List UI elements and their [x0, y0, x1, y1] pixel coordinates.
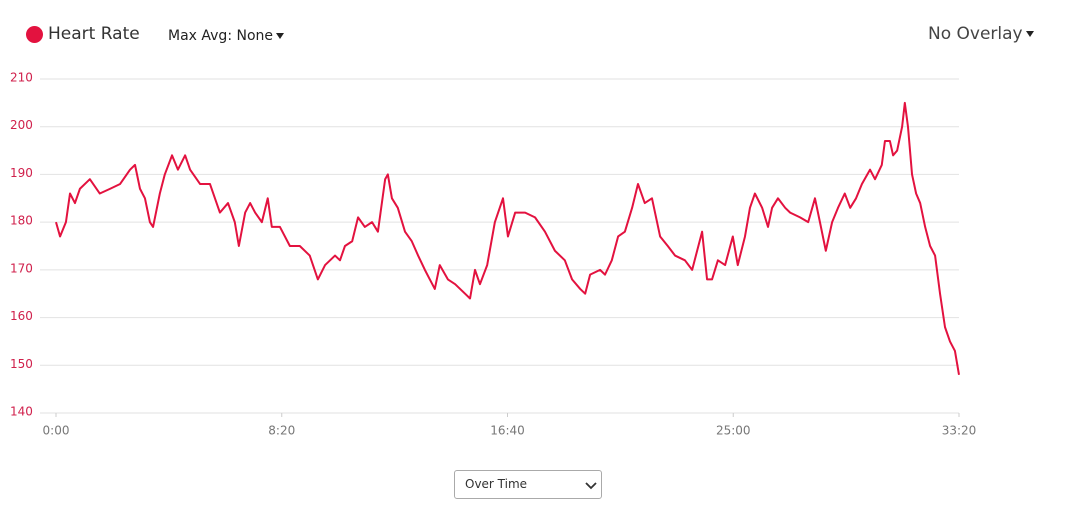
view-select-label: Over Time: [465, 477, 528, 491]
x-tick-label: 16:40: [490, 424, 525, 438]
y-tick-label: 150: [10, 357, 33, 371]
y-tick-label: 190: [10, 166, 33, 180]
x-tick-label: 25:00: [716, 424, 751, 438]
legend-entry[interactable]: Heart Rate: [48, 24, 140, 44]
overlay-label: No Overlay: [928, 24, 1023, 44]
y-tick-label: 160: [10, 309, 33, 323]
x-tick-label: 0:00: [43, 424, 70, 438]
y-tick-label: 210: [10, 71, 33, 85]
overlay-dropdown[interactable]: No Overlay: [928, 24, 1034, 44]
x-tick-label: 33:20: [942, 424, 977, 438]
y-tick-label: 200: [10, 118, 33, 132]
legend-dot: [26, 26, 43, 43]
max-avg-dropdown[interactable]: Max Avg: None: [168, 28, 285, 44]
view-select[interactable]: Over Time: [454, 470, 602, 499]
dropdown-arrow: [1025, 31, 1034, 37]
y-tick-label: 140: [10, 405, 33, 419]
y-tick-label: 180: [10, 214, 33, 228]
select-chevron: [585, 482, 597, 490]
line: [55, 101, 960, 375]
x-tick-label: 8:20: [268, 424, 295, 438]
y-tick-label: 170: [10, 261, 33, 275]
max-avg-label: Max Avg: None: [168, 28, 274, 44]
dropdown-arrow: [276, 33, 285, 39]
